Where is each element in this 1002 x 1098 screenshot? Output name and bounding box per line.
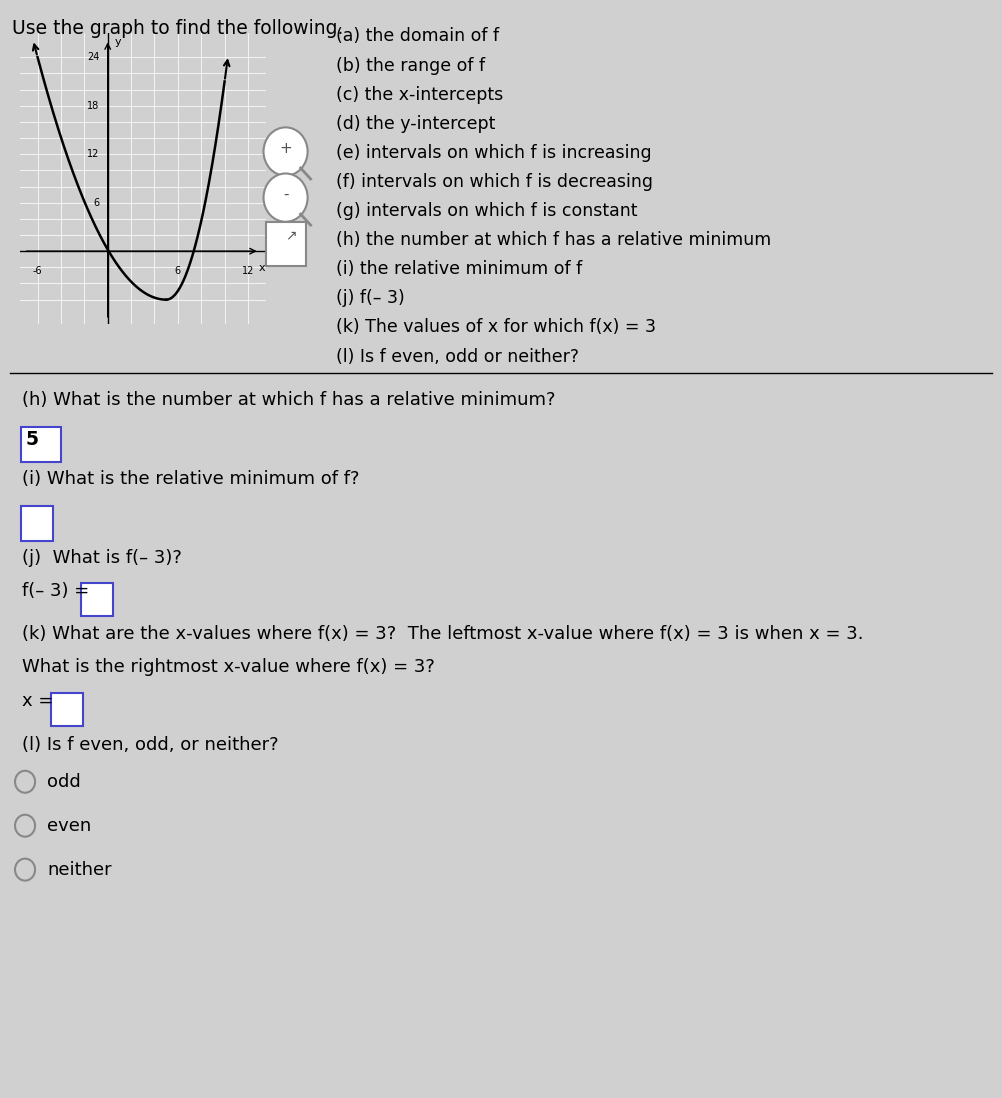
Text: What is the rightmost x-value where f(x) = 3?: What is the rightmost x-value where f(x)… <box>22 658 435 675</box>
Text: ↗: ↗ <box>285 228 297 242</box>
Text: (j) f(– 3): (j) f(– 3) <box>336 290 405 307</box>
Text: (h) What is the number at which f has a relative minimum?: (h) What is the number at which f has a … <box>22 391 555 408</box>
Text: (a) the domain of f: (a) the domain of f <box>336 27 499 45</box>
Text: (d) the y-intercept: (d) the y-intercept <box>336 115 495 133</box>
Text: 6: 6 <box>174 266 181 276</box>
Text: 6: 6 <box>93 198 99 208</box>
Text: (k) The values of x for which f(x) = 3: (k) The values of x for which f(x) = 3 <box>336 318 655 336</box>
Text: (h) the number at which f has a relative minimum: (h) the number at which f has a relative… <box>336 232 771 249</box>
Text: -: - <box>283 187 289 202</box>
Text: even: even <box>47 817 91 834</box>
FancyBboxPatch shape <box>21 506 53 541</box>
Text: (e) intervals on which f is increasing: (e) intervals on which f is increasing <box>336 144 651 161</box>
Text: 5: 5 <box>26 430 39 449</box>
Text: (f) intervals on which f is decreasing: (f) intervals on which f is decreasing <box>336 172 652 191</box>
FancyBboxPatch shape <box>21 427 61 462</box>
Text: (i) the relative minimum of f: (i) the relative minimum of f <box>336 260 582 278</box>
Text: x: x <box>259 264 266 273</box>
Text: (g) intervals on which f is constant: (g) intervals on which f is constant <box>336 202 637 220</box>
Text: odd: odd <box>47 773 81 791</box>
Text: (k) What are the x-values where f(x) = 3?  The leftmost x-value where f(x) = 3 i: (k) What are the x-values where f(x) = 3… <box>22 625 864 642</box>
Circle shape <box>264 127 308 176</box>
FancyBboxPatch shape <box>81 583 113 616</box>
Text: Use the graph to find the following.: Use the graph to find the following. <box>12 19 344 37</box>
Text: (l) Is f even, odd or neither?: (l) Is f even, odd or neither? <box>336 347 579 366</box>
Text: x =: x = <box>22 692 59 709</box>
Text: (l) Is f even, odd, or neither?: (l) Is f even, odd, or neither? <box>22 736 279 753</box>
FancyBboxPatch shape <box>51 693 83 726</box>
Text: (b) the range of f: (b) the range of f <box>336 56 485 75</box>
Text: 12: 12 <box>87 149 99 159</box>
Text: -6: -6 <box>33 266 42 276</box>
Text: (j)  What is f(– 3)?: (j) What is f(– 3)? <box>22 549 182 567</box>
Text: +: + <box>280 141 292 156</box>
Text: (c) the x-intercepts: (c) the x-intercepts <box>336 86 503 103</box>
Text: f(– 3) =: f(– 3) = <box>22 582 95 600</box>
Text: 24: 24 <box>87 53 99 63</box>
Text: (i) What is the relative minimum of f?: (i) What is the relative minimum of f? <box>22 470 360 488</box>
Text: 18: 18 <box>87 101 99 111</box>
Circle shape <box>264 173 308 222</box>
Text: y: y <box>114 37 121 47</box>
Text: neither: neither <box>47 861 111 878</box>
FancyBboxPatch shape <box>266 222 306 266</box>
Text: 12: 12 <box>241 266 255 276</box>
